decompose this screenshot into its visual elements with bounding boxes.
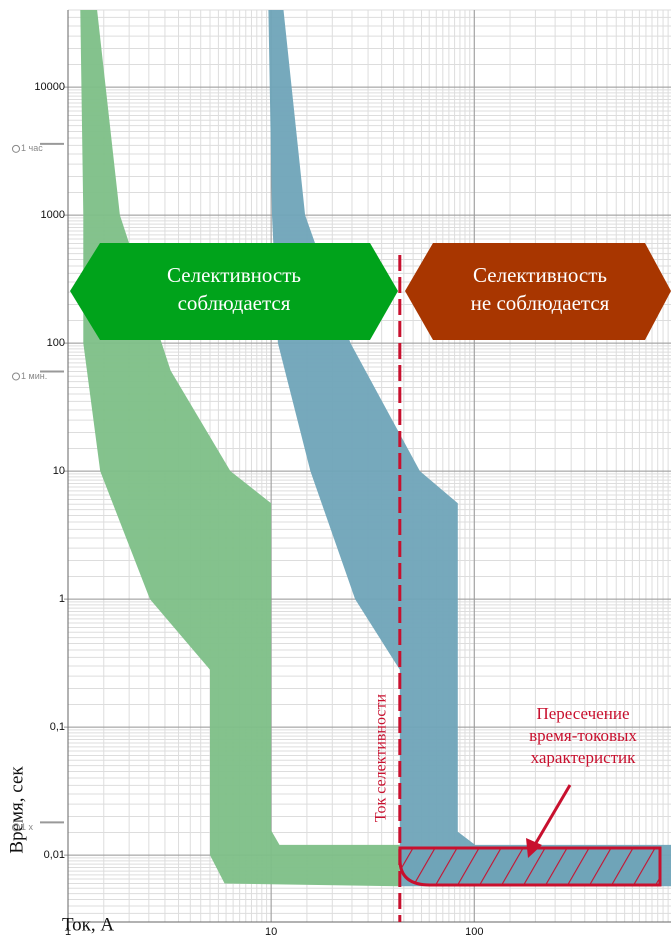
x-axis-label: Ток, А <box>62 914 114 935</box>
y-tick-label: 10000 <box>34 81 65 93</box>
characteristic-band <box>80 10 400 887</box>
time-marker-label: 1 час <box>21 143 43 153</box>
y-tick-label: 1000 <box>41 209 65 221</box>
y-tick-label: 10 <box>53 465 65 477</box>
y-tick-label: 100 <box>47 337 65 349</box>
selectivity-label: Ток селективности <box>373 694 390 823</box>
annotation: характеристик <box>531 748 637 767</box>
time-marker-label: 1 мин. <box>21 371 47 381</box>
x-tick-label: 10 <box>265 926 277 937</box>
characteristic-band <box>268 10 671 887</box>
time-marker-label: 1 x <box>21 822 34 832</box>
arrow <box>531 784 572 849</box>
y-axis-label: Время, сек <box>6 766 27 854</box>
banner-text: Селективность <box>473 263 607 287</box>
annotation: время-токовых <box>529 726 637 745</box>
x-tick-label: 100 <box>465 926 483 937</box>
arrowhead <box>526 838 542 858</box>
clock-icon <box>12 372 20 381</box>
banner-text: не соблюдается <box>471 291 610 315</box>
selective-banner <box>70 243 398 340</box>
clock-icon <box>12 144 20 153</box>
banner-text: соблюдается <box>178 291 291 315</box>
y-tick-label: 0,1 <box>50 721 65 733</box>
clock-icon <box>12 823 20 832</box>
x-tick-label: 1 <box>65 926 71 937</box>
y-tick-label: 0,01 <box>44 849 65 861</box>
banner-text: Селективность <box>167 263 301 287</box>
not-selective-banner <box>405 243 671 340</box>
y-tick-label: 1 <box>59 593 65 605</box>
annotation: Пересечение <box>536 704 629 723</box>
